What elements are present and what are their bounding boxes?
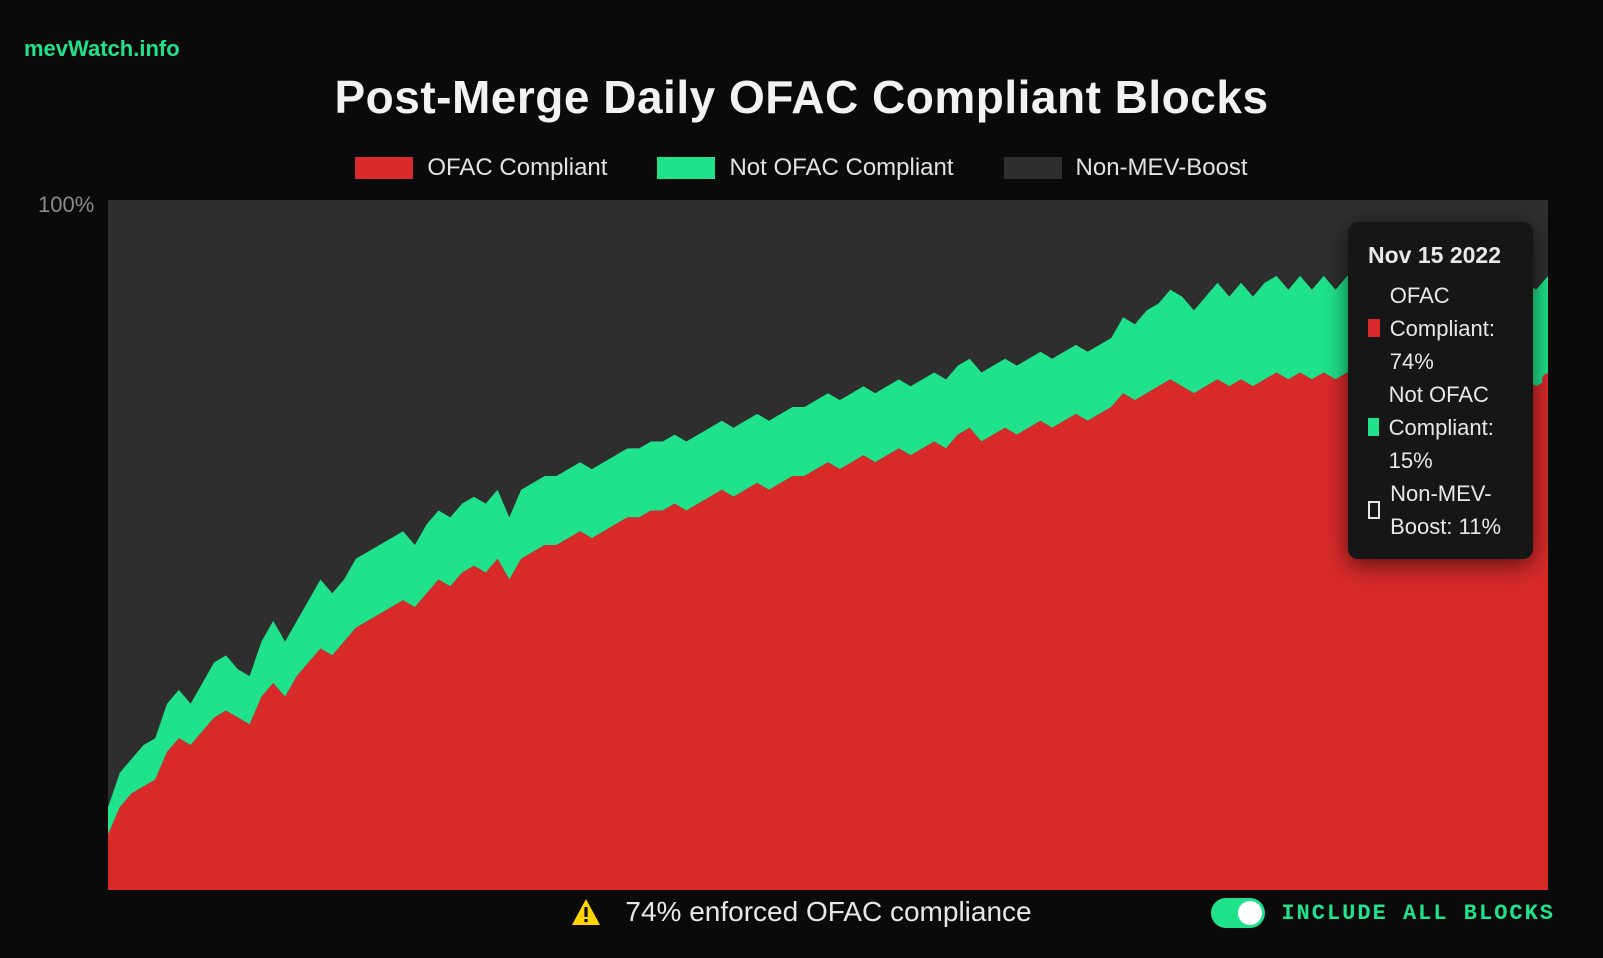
tooltip-text: Not OFAC Compliant: 15% xyxy=(1389,378,1513,477)
include-all-blocks-toggle[interactable] xyxy=(1211,898,1265,928)
tooltip-swatch xyxy=(1368,501,1380,519)
legend-label: OFAC Compliant xyxy=(427,154,607,182)
tooltip-text: Non-MEV-Boost: 11% xyxy=(1390,477,1513,543)
legend-swatch xyxy=(355,157,413,179)
chart-container: 100% Nov 15 2022 OFAC Compliant: 74% Not… xyxy=(108,200,1533,890)
legend-item-not-ofac[interactable]: Not OFAC Compliant xyxy=(657,154,953,182)
stacked-area-chart[interactable] xyxy=(108,200,1548,890)
tooltip-row-not-ofac: Not OFAC Compliant: 15% xyxy=(1368,378,1513,477)
page-title: Post-Merge Daily OFAC Compliant Blocks xyxy=(40,70,1563,124)
warning-icon xyxy=(571,898,601,926)
tooltip-row-non-mev: Non-MEV-Boost: 11% xyxy=(1368,477,1513,543)
tooltip-swatch xyxy=(1368,418,1379,436)
chart-tooltip: Nov 15 2022 OFAC Compliant: 74% Not OFAC… xyxy=(1348,222,1533,559)
tooltip-date: Nov 15 2022 xyxy=(1368,238,1513,273)
legend-label: Not OFAC Compliant xyxy=(729,154,953,182)
y-axis-label: 100% xyxy=(38,192,94,218)
toggle-knob xyxy=(1238,901,1262,925)
legend-swatch xyxy=(657,157,715,179)
tooltip-row-ofac: OFAC Compliant: 74% xyxy=(1368,279,1513,378)
toggle-label: INCLUDE ALL BLOCKS xyxy=(1281,901,1555,926)
legend-item-ofac[interactable]: OFAC Compliant xyxy=(355,154,607,182)
legend-swatch xyxy=(1004,157,1062,179)
legend-item-non-mev[interactable]: Non-MEV-Boost xyxy=(1004,154,1248,182)
include-all-blocks-toggle-group: INCLUDE ALL BLOCKS xyxy=(1211,898,1555,928)
footer-text: 74% enforced OFAC compliance xyxy=(625,896,1031,928)
tooltip-swatch xyxy=(1368,319,1380,337)
brand-logo[interactable]: mevWatch.info xyxy=(24,36,180,62)
tooltip-text: OFAC Compliant: 74% xyxy=(1390,279,1513,378)
legend-label: Non-MEV-Boost xyxy=(1076,154,1248,182)
chart-legend: OFAC Compliant Not OFAC Compliant Non-ME… xyxy=(40,154,1563,182)
